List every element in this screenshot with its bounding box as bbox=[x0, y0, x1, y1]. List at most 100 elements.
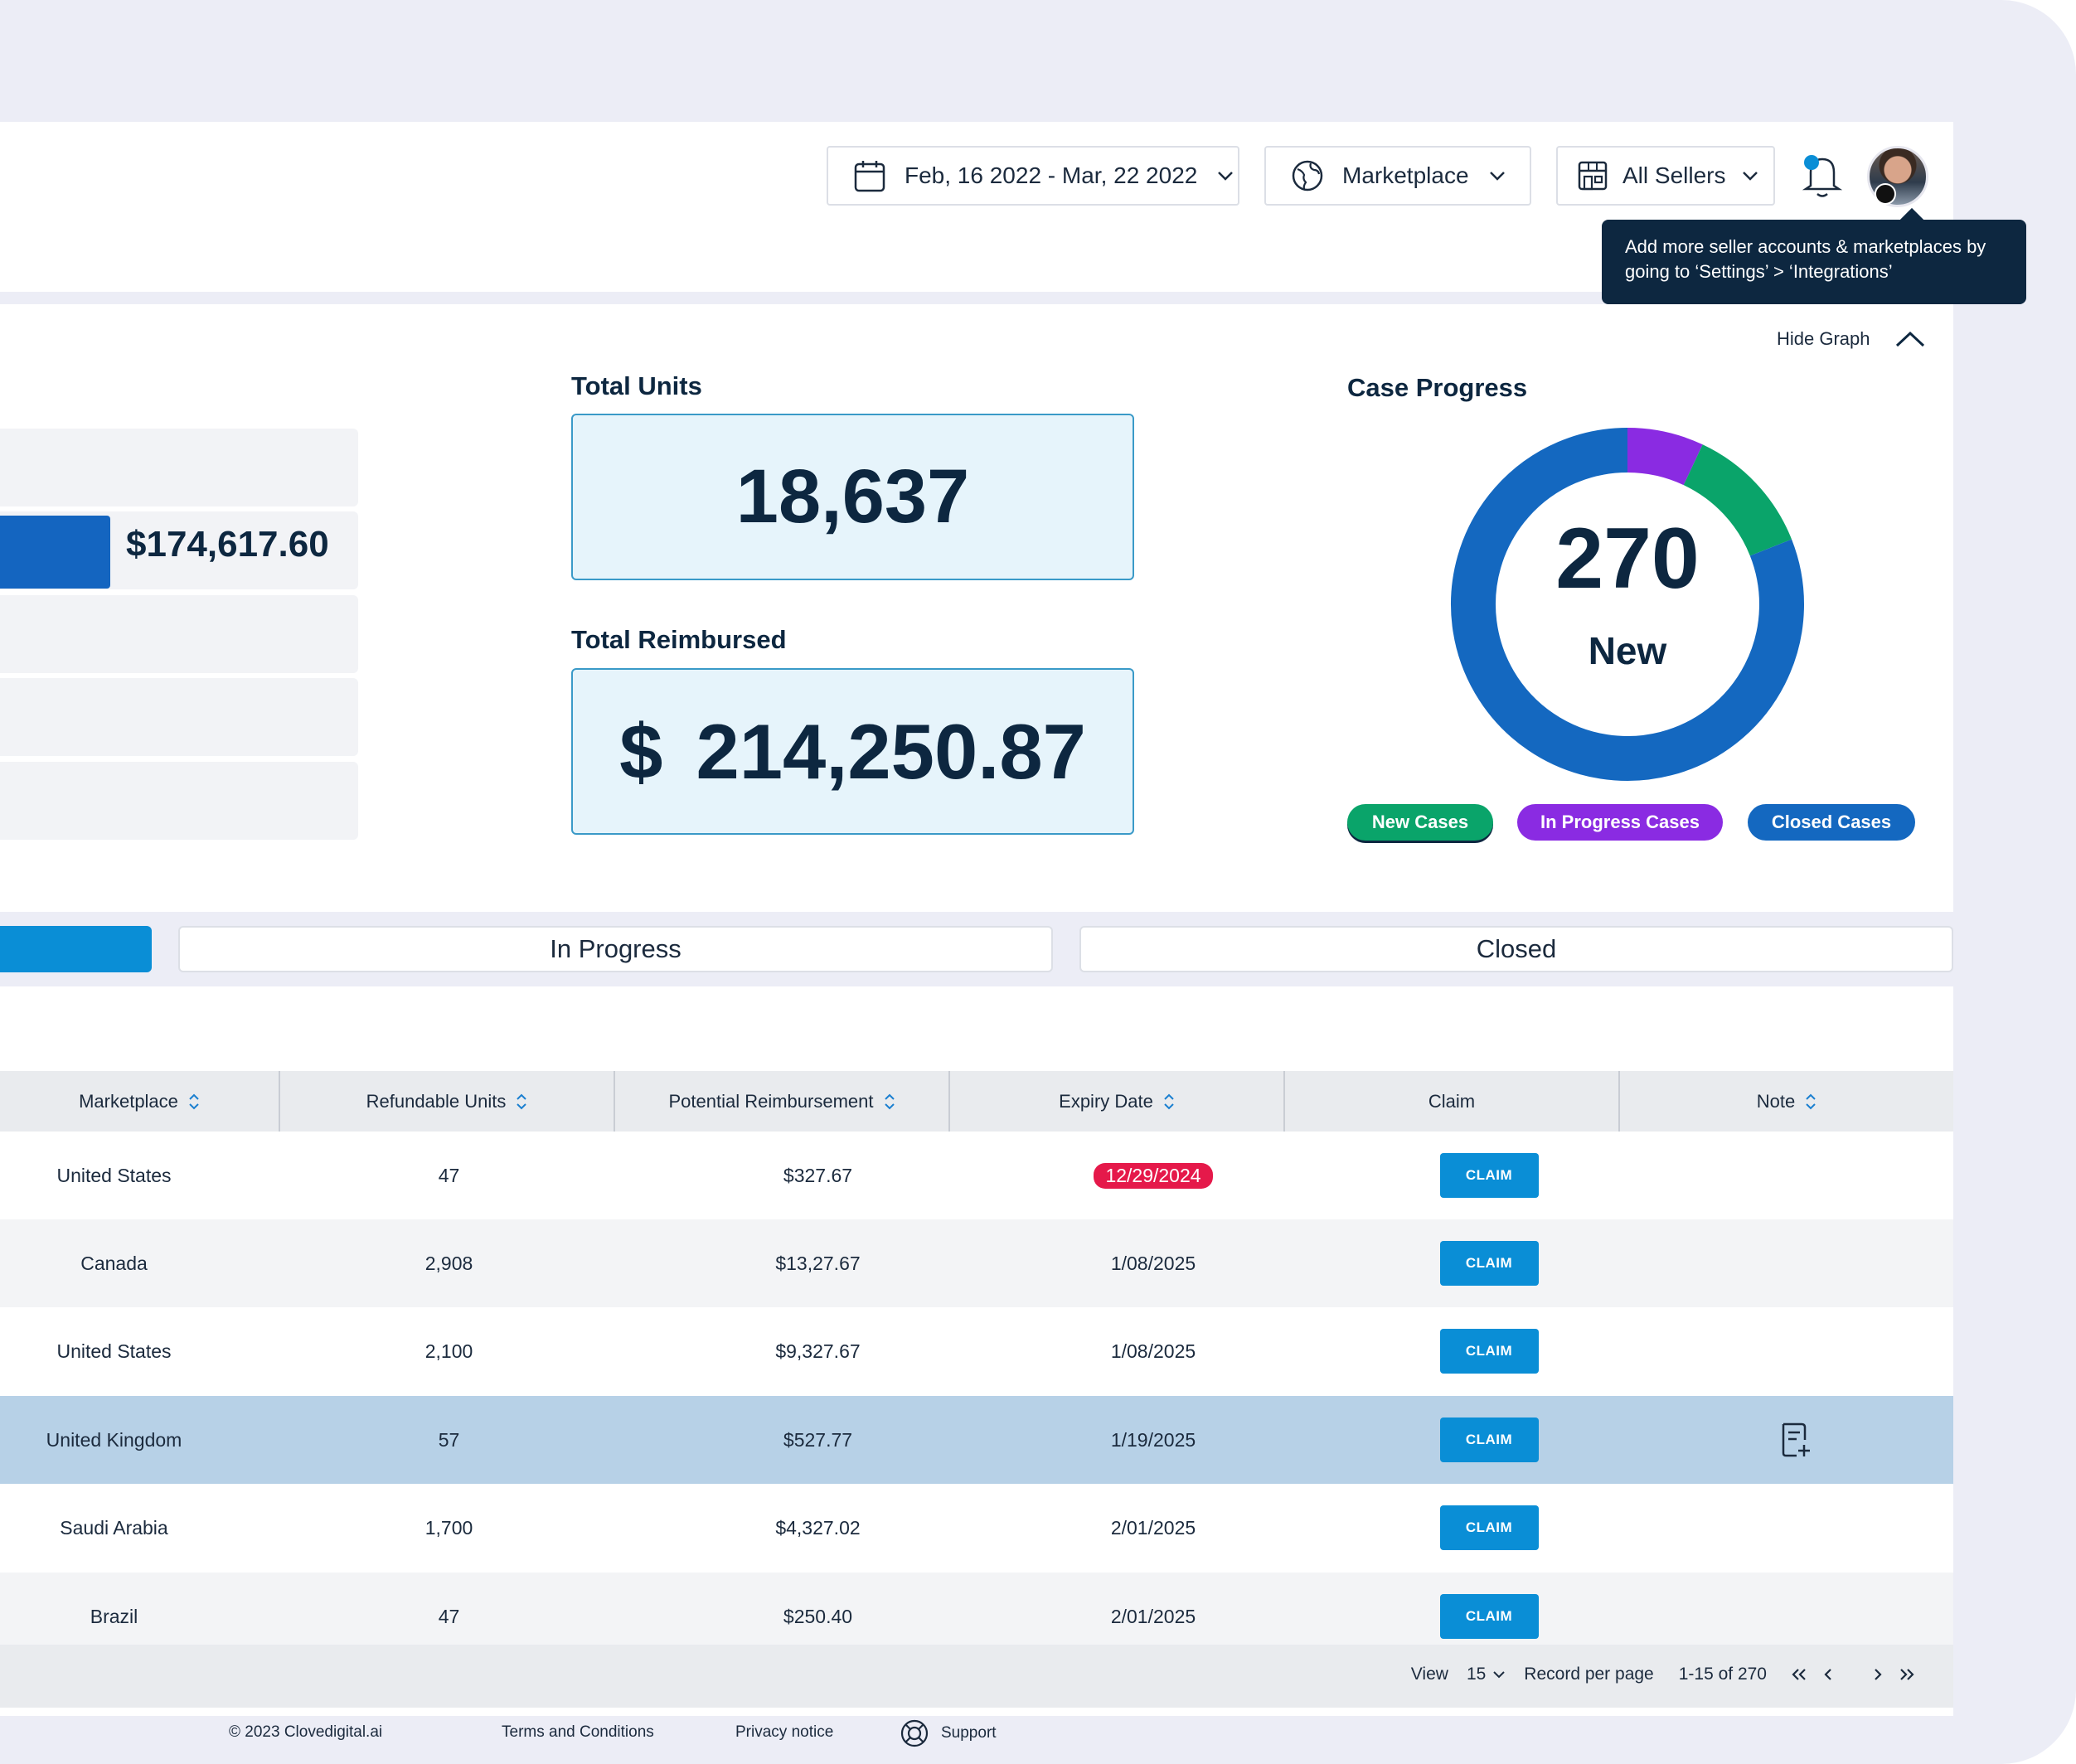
column-label: Expiry Date bbox=[1059, 1090, 1153, 1112]
support-link[interactable]: Support bbox=[900, 1718, 997, 1748]
claim-button[interactable]: CLAIM bbox=[1439, 1418, 1539, 1462]
bar-track bbox=[0, 762, 358, 840]
table-row[interactable]: Brazil 47 $250.40 2/01/2025 CLAIM bbox=[0, 1573, 1953, 1645]
chevron-down-icon bbox=[1489, 171, 1506, 181]
column-header-marketplace[interactable]: Marketplace bbox=[0, 1071, 280, 1132]
bar-value: $174,617.60 bbox=[126, 524, 329, 565]
table-row-selected[interactable]: United Kingdom 57 $527.77 1/19/2025 CLAI… bbox=[0, 1396, 1953, 1484]
cell-units: 2,100 bbox=[424, 1340, 473, 1362]
tab-new[interactable] bbox=[0, 926, 152, 972]
cell-expiry: 2/01/2025 bbox=[1110, 1605, 1196, 1627]
cell-marketplace: United States bbox=[56, 1340, 172, 1362]
sort-icon bbox=[1806, 1093, 1816, 1109]
cell-marketplace: Saudi Arabia bbox=[60, 1516, 168, 1539]
previous-page-icon[interactable] bbox=[1821, 1667, 1835, 1682]
first-page-icon[interactable] bbox=[1790, 1667, 1808, 1682]
table-header: Marketplace Refundable Units Potential R… bbox=[0, 1071, 1953, 1132]
chevron-down-icon bbox=[1217, 171, 1234, 181]
cell-reimbursement: $4,327.02 bbox=[775, 1516, 861, 1539]
table-row[interactable]: Saudi Arabia 1,700 $4,327.02 2/01/2025 C… bbox=[0, 1484, 1953, 1572]
tab-in-progress[interactable]: In Progress bbox=[178, 926, 1053, 972]
claim-button[interactable]: CLAIM bbox=[1439, 1241, 1539, 1286]
privacy-link[interactable]: Privacy notice bbox=[735, 1723, 834, 1741]
sellers-dropdown[interactable]: All Sellers bbox=[1556, 146, 1775, 206]
bar-track bbox=[0, 429, 358, 506]
cell-expiry: 2/01/2025 bbox=[1110, 1516, 1196, 1539]
date-range-picker[interactable]: Feb, 16 2022 - Mar, 22 2022 bbox=[827, 146, 1239, 206]
column-header-note[interactable]: Note bbox=[1620, 1071, 1953, 1132]
claim-button[interactable]: CLAIM bbox=[1439, 1505, 1539, 1550]
per-page-select[interactable]: 15 bbox=[1467, 1665, 1506, 1684]
case-progress-title: Case Progress bbox=[1347, 373, 1528, 402]
cell-reimbursement: $13,27.67 bbox=[775, 1252, 861, 1274]
support-lifebuoy-icon bbox=[900, 1719, 929, 1747]
date-range-value: Feb, 16 2022 - Mar, 22 2022 bbox=[905, 162, 1198, 188]
cell-units: 47 bbox=[438, 1605, 460, 1627]
sort-icon bbox=[884, 1093, 895, 1109]
column-label: Marketplace bbox=[79, 1090, 178, 1112]
legend-new-cases[interactable]: New Cases bbox=[1347, 804, 1493, 841]
sellers-value: All Sellers bbox=[1622, 162, 1726, 188]
add-note-icon[interactable] bbox=[1780, 1422, 1812, 1458]
user-avatar[interactable] bbox=[1867, 146, 1928, 207]
total-units-label: Total Units bbox=[571, 371, 702, 400]
pagination-bar: View 15 Record per page 1-15 of 270 bbox=[0, 1645, 1953, 1708]
next-page-icon[interactable] bbox=[1871, 1667, 1884, 1682]
notification-bell-icon[interactable] bbox=[1799, 151, 1846, 201]
donut-center-label: New bbox=[1588, 629, 1667, 672]
chevron-down-icon bbox=[1493, 1671, 1506, 1679]
cell-note bbox=[1637, 1484, 1953, 1572]
last-page-icon[interactable] bbox=[1898, 1667, 1916, 1682]
cell-marketplace: Brazil bbox=[90, 1605, 138, 1627]
cell-reimbursement: $250.40 bbox=[783, 1605, 853, 1627]
claim-button[interactable]: CLAIM bbox=[1439, 1329, 1539, 1374]
hide-graph-toggle[interactable]: Hide Graph bbox=[1777, 328, 1925, 350]
cell-marketplace: United States bbox=[56, 1164, 172, 1186]
cell-reimbursement: $527.77 bbox=[783, 1428, 853, 1451]
sort-icon bbox=[1164, 1093, 1174, 1109]
donut-center-value: 270 bbox=[1555, 511, 1700, 607]
column-label: Claim bbox=[1428, 1090, 1476, 1112]
donut-slice-closed bbox=[1451, 428, 1804, 781]
cell-note bbox=[1637, 1219, 1953, 1307]
bar-track bbox=[0, 595, 358, 673]
column-header-claim: Claim bbox=[1285, 1071, 1620, 1132]
total-units-value: 18,637 bbox=[571, 414, 1134, 580]
cell-reimbursement: $9,327.67 bbox=[775, 1340, 861, 1362]
column-header-refundable-units[interactable]: Refundable Units bbox=[280, 1071, 615, 1132]
chevron-down-icon bbox=[1742, 171, 1758, 181]
table-row[interactable]: United States 47 $327.67 12/29/2024 CLAI… bbox=[0, 1132, 1953, 1219]
cell-expiry: 1/08/2025 bbox=[1110, 1340, 1196, 1362]
column-label: Note bbox=[1756, 1090, 1796, 1112]
table-row[interactable]: Canada 2,908 $13,27.67 1/08/2025 CLAIM bbox=[0, 1219, 1953, 1307]
cell-note bbox=[1637, 1307, 1953, 1395]
table-row[interactable]: United States 2,100 $9,327.67 1/08/2025 … bbox=[0, 1307, 1953, 1395]
column-label: Refundable Units bbox=[366, 1090, 507, 1112]
cell-note bbox=[1637, 1573, 1953, 1645]
cell-units: 47 bbox=[438, 1164, 460, 1186]
chevron-up-icon bbox=[1895, 331, 1924, 347]
cell-units: 57 bbox=[438, 1428, 460, 1451]
claim-button[interactable]: CLAIM bbox=[1439, 1594, 1539, 1639]
globe-icon bbox=[1291, 159, 1324, 192]
column-header-potential-reimbursement[interactable]: Potential Reimbursement bbox=[615, 1071, 950, 1132]
legend-closed-cases[interactable]: Closed Cases bbox=[1748, 804, 1915, 841]
legend-in-progress-cases[interactable]: In Progress Cases bbox=[1517, 804, 1723, 841]
record-range: 1-15 of 270 bbox=[1678, 1665, 1767, 1684]
total-reimbursed-label: Total Reimbursed bbox=[571, 625, 787, 654]
cell-reimbursement: $327.67 bbox=[783, 1164, 853, 1186]
case-progress-donut bbox=[1451, 428, 1804, 781]
cell-note bbox=[1637, 1396, 1953, 1484]
cell-marketplace: United Kingdom bbox=[46, 1428, 182, 1451]
marketplace-dropdown[interactable]: Marketplace bbox=[1264, 146, 1531, 206]
tab-closed[interactable]: Closed bbox=[1079, 926, 1953, 972]
view-label: View bbox=[1410, 1665, 1448, 1684]
sort-icon bbox=[517, 1093, 527, 1109]
cell-units: 2,908 bbox=[424, 1252, 473, 1274]
terms-link[interactable]: Terms and Conditions bbox=[502, 1723, 654, 1741]
cell-note bbox=[1637, 1132, 1953, 1219]
column-header-expiry-date[interactable]: Expiry Date bbox=[950, 1071, 1285, 1132]
cell-units: 1,700 bbox=[424, 1516, 473, 1539]
claim-button[interactable]: CLAIM bbox=[1439, 1153, 1539, 1198]
